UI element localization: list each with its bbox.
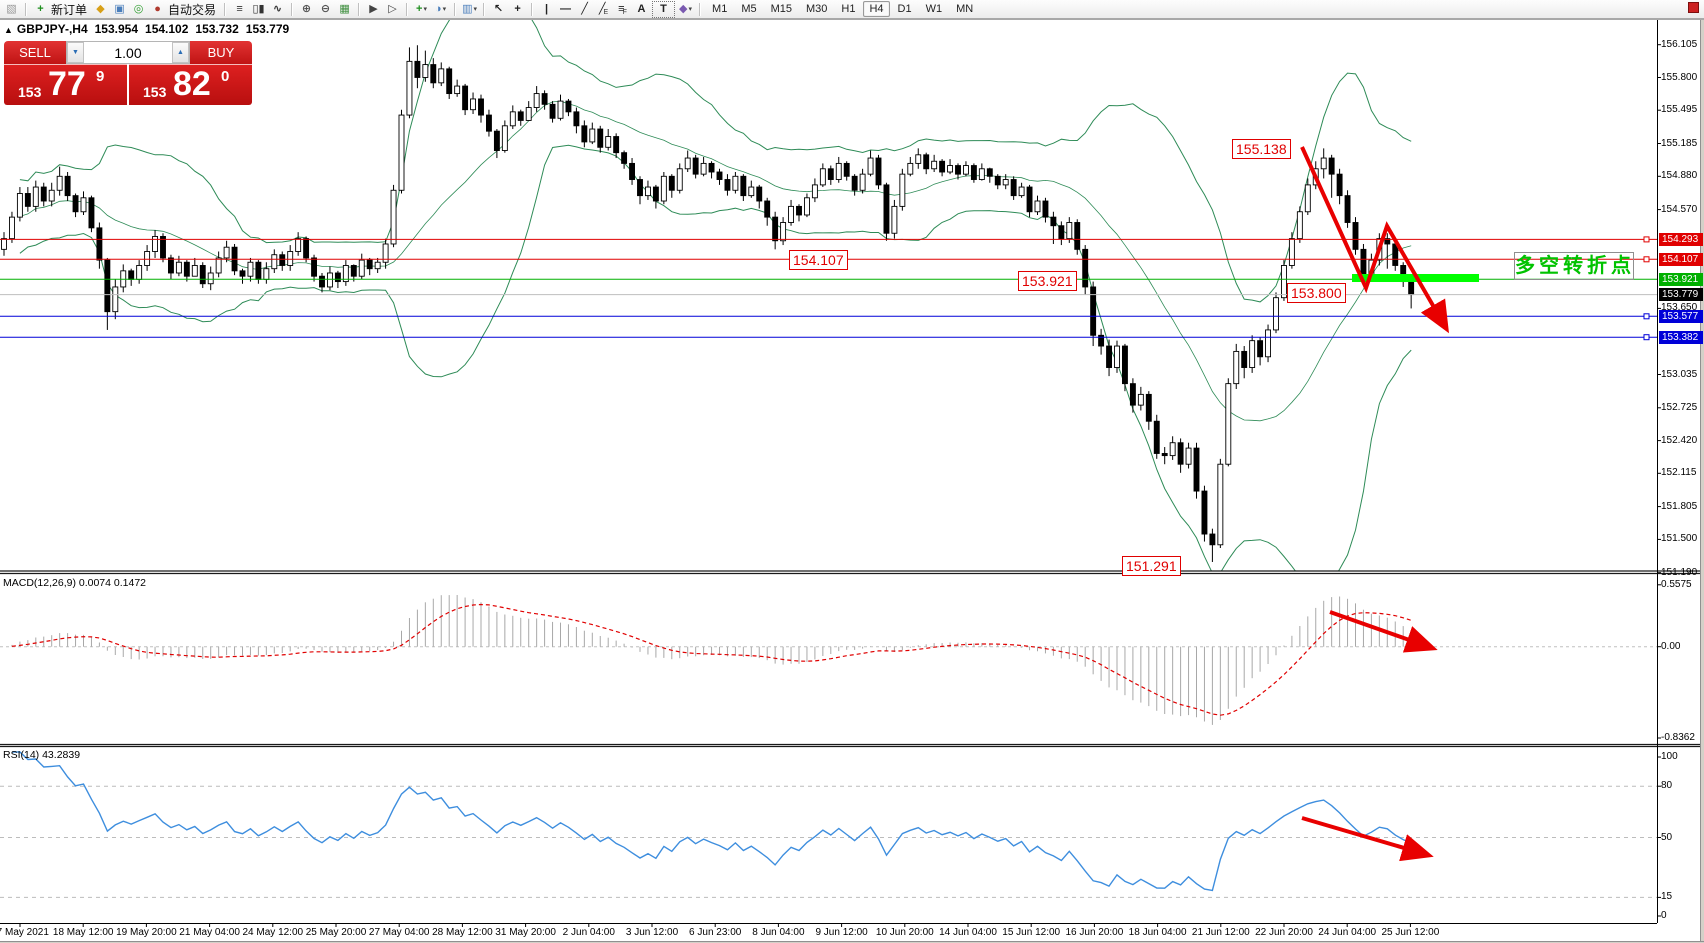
trendline-icon[interactable]: ╱ [581,2,588,15]
volume-increase-button[interactable]: ▲ [172,42,189,63]
profiles-icon[interactable]: ◆ [96,2,105,15]
vertical-line-icon[interactable]: | [544,2,549,15]
sell-price[interactable]: 153 77 9 [4,64,127,105]
new-order-icon[interactable]: + [37,2,44,15]
equidistant-channel-icon[interactable]: ╱ E [598,2,609,16]
close-value: 153.779 [245,22,290,36]
volume-stepper: ▼ ▲ [66,41,190,64]
zoom-out-icon[interactable]: ⊖ [320,2,331,15]
sell-button[interactable]: SELL [4,41,66,64]
timeframe-m30[interactable]: M30 [806,3,828,15]
new-order-label[interactable]: 新订单 [51,2,88,17]
line-handle[interactable] [1643,334,1650,341]
buy-price[interactable]: 153 82 0 [129,64,252,105]
text-icon[interactable]: A [637,2,646,15]
terminal-icon[interactable]: ▣ [114,2,125,15]
candlestick-chart-icon[interactable]: ▯▮ [252,2,265,15]
toolbar-separator [699,2,702,16]
open-value: 153.954 [94,22,139,36]
low-value: 153.732 [195,22,239,36]
toolbar-separator [25,2,27,16]
toolbar-separator [531,2,534,16]
alert-icon [1688,2,1699,13]
sell-price-point: 9 [96,68,105,85]
partial-icon[interactable]: ▧ [6,2,17,15]
signals-icon[interactable]: ◎ [133,2,144,15]
text-label-icon[interactable]: T [652,0,676,18]
auto-scroll-icon[interactable]: ▶ [369,2,378,15]
chart-background [0,19,1700,941]
line-handle[interactable] [1643,256,1650,263]
chart-shift-icon[interactable]: ▷ [388,2,397,15]
buy-price-figure: 153 [143,84,167,100]
volume-input[interactable] [84,42,172,63]
line-handle[interactable] [1643,236,1650,243]
rsi-down-arrow[interactable] [1301,816,1434,862]
chart-title: ▲ GBPJPY-,H4 153.954 154.102 153.732 153.779 [4,22,289,36]
one-click-trading-panel: SELL ▼ ▲ BUY 153 77 9 153 82 0 [4,41,252,105]
window-edge-bottom [0,941,1704,943]
toolbar-separator [483,2,486,16]
macd-signal-line [11,603,1412,716]
toolbar: ▧ + 新订单 ◆ ▣ ◎ ● 自动交易 ≡ ▯▮ ∿ ⊕ ⊖ ▦ ▶ ▷ + ▾ ◑ ▾ ▥ ▾ ↖ + | — ╱ ╱ E ≡ F A T ◆… [0,0,1704,19]
timeframe-d1[interactable]: D1 [897,3,912,15]
timeframe-h1[interactable]: H1 [841,3,856,15]
line-handle[interactable] [1643,313,1650,320]
bollinger-upper-band[interactable] [19,0,1412,303]
symbol-label: GBPJPY-,H4 [16,22,88,36]
horizontal-line-icon[interactable]: — [560,2,572,15]
tile-windows-icon[interactable]: ▦ [339,2,350,15]
high-value: 154.102 [145,22,189,36]
macd-down-arrow[interactable] [1329,610,1438,653]
autotrading-label[interactable]: 自动交易 [168,2,217,17]
buy-price-pips: 82 [173,65,211,103]
window-edge [1700,19,1704,943]
line-chart-icon[interactable]: ∿ [272,2,283,15]
collapse-icon[interactable]: ▲ [4,25,13,35]
timeframe-mn[interactable]: MN [956,3,974,15]
indicator-window-icon[interactable]: ▥ ▾ [462,2,477,15]
toolbar-separator [291,2,294,16]
timeframe-m5[interactable]: M5 [741,3,757,15]
timeframe-m15[interactable]: M15 [770,3,792,15]
volume-decrease-button[interactable]: ▼ [67,42,84,63]
autotrading-icon[interactable]: ● [154,2,161,15]
indicators-icon[interactable]: + ▾ [416,2,427,15]
toolbar-separator [224,2,227,16]
periods-icon[interactable]: ◑ ▾ [434,2,447,15]
zoom-in-icon[interactable]: ⊕ [301,2,312,15]
bar-chart-icon[interactable]: ≡ [236,2,243,15]
cursor-icon[interactable]: ↖ [493,2,504,15]
candlestick-series [1,45,1415,562]
toolbar-separator [454,2,457,16]
toolbar-separator [358,2,361,16]
price-drop-arrow[interactable] [1300,146,1450,334]
sell-price-figure: 153 [18,84,42,100]
crosshair-icon[interactable]: + [514,2,521,15]
buy-price-point: 0 [221,68,230,85]
toolbar-separator [406,2,409,16]
timeframe-w1[interactable]: W1 [925,3,943,15]
timeframe-m1[interactable]: M1 [712,3,728,15]
timeframe-h4[interactable]: H4 [863,1,890,17]
arrows-icon[interactable]: ◆ ▾ [679,2,693,15]
rsi-line [11,751,1412,892]
bollinger-lower-band[interactable] [19,144,1412,588]
buy-button[interactable]: BUY [190,41,252,64]
fibonacci-icon[interactable]: ≡ F [618,2,627,16]
sell-price-pips: 77 [48,65,86,103]
